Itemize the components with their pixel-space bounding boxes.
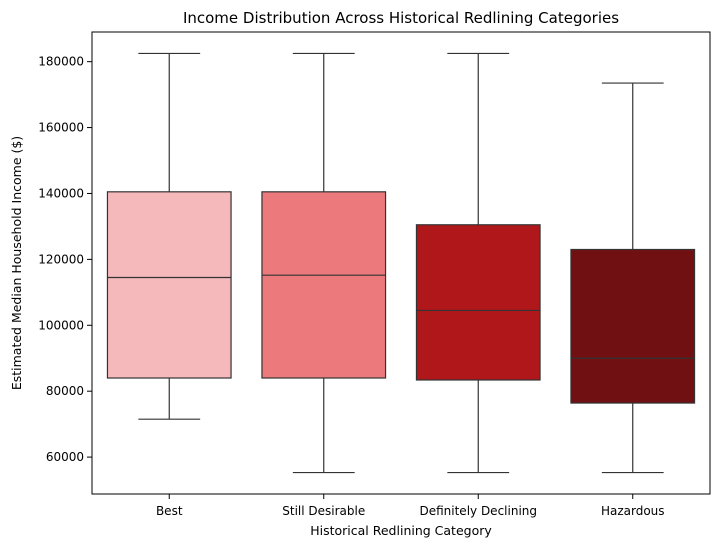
box-iqr bbox=[415, 224, 541, 381]
x-tick-label: Still Desirable bbox=[282, 504, 365, 518]
box-group bbox=[570, 82, 696, 474]
x-tick-label: Best bbox=[156, 504, 183, 518]
y-tick-label: 180000 bbox=[38, 55, 84, 69]
x-tick-label: Hazardous bbox=[601, 504, 665, 518]
x-tick-label: Definitely Declining bbox=[419, 504, 537, 518]
y-tick-label: 80000 bbox=[46, 384, 84, 398]
y-tick-label: 140000 bbox=[38, 186, 84, 200]
x-axis-title: Historical Redlining Category bbox=[310, 523, 492, 538]
y-tick-label: 120000 bbox=[38, 252, 84, 266]
box-iqr bbox=[106, 191, 232, 379]
box-iqr bbox=[261, 191, 387, 379]
y-tick-label: 60000 bbox=[46, 450, 84, 464]
y-axis-title: Estimated Median Household Income ($) bbox=[9, 136, 24, 390]
chart-title: Income Distribution Across Historical Re… bbox=[183, 9, 619, 27]
x-axis: Best Still Desirable Definitely Declining H… bbox=[156, 494, 665, 518]
plot-area-frame bbox=[91, 31, 711, 495]
box-group bbox=[261, 52, 387, 474]
box-group bbox=[106, 52, 232, 420]
y-axis: 60000 80000 100000 120000 140000 160000 180000 bbox=[38, 55, 92, 464]
y-tick-label: 160000 bbox=[38, 121, 84, 135]
box-iqr bbox=[570, 248, 696, 404]
box-group bbox=[415, 52, 541, 474]
y-tick-label: 100000 bbox=[38, 318, 84, 332]
boxes-layer bbox=[106, 52, 696, 474]
